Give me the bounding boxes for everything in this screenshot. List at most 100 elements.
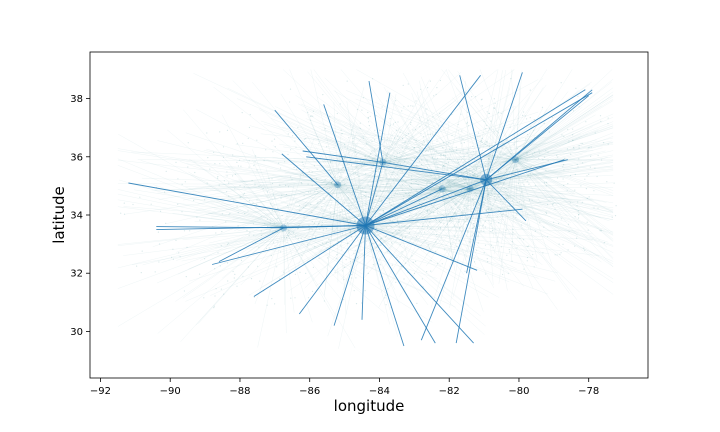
track-faint (324, 129, 443, 189)
track-point (280, 197, 282, 199)
track-faint (442, 188, 472, 220)
track-point (353, 290, 355, 292)
track-point (498, 222, 500, 224)
track-faint (486, 179, 614, 236)
track-faint (283, 227, 313, 323)
route-line (156, 226, 284, 229)
track-faint (398, 159, 516, 183)
track-point (336, 112, 338, 115)
track-faint (365, 136, 414, 226)
track-point (323, 300, 325, 302)
track-point (534, 136, 536, 138)
track-faint (283, 227, 470, 252)
track-faint (337, 184, 385, 204)
track-faint (452, 179, 487, 298)
track-faint (189, 162, 383, 190)
track-point (302, 164, 304, 166)
track-point (505, 188, 507, 190)
track-faint (312, 188, 471, 239)
track-faint (307, 71, 384, 163)
track-point (318, 257, 320, 259)
track-point (467, 231, 469, 233)
track-point (242, 194, 244, 196)
track-faint (351, 137, 471, 189)
track-point (545, 169, 547, 172)
track-point (374, 233, 376, 235)
track-point (247, 137, 249, 139)
x-tick-label: −90 (160, 386, 181, 397)
track-faint (398, 159, 516, 256)
track-point (350, 261, 352, 263)
track-point (311, 220, 313, 223)
track-point (386, 183, 388, 185)
track-point (470, 192, 473, 194)
track-point (274, 197, 276, 199)
track-point (361, 187, 363, 189)
track-point (348, 164, 350, 166)
track-point (489, 128, 491, 130)
track-point (348, 203, 350, 205)
track-point (506, 195, 508, 197)
track-point (491, 190, 493, 192)
track-point (521, 191, 523, 193)
track-point (487, 194, 489, 196)
track-faint (176, 227, 284, 261)
track-point (351, 277, 353, 279)
track-point (490, 244, 493, 246)
track-point (376, 230, 378, 232)
track-point (485, 210, 487, 212)
track-point (480, 140, 482, 143)
track-faint (486, 179, 610, 222)
track-point (527, 175, 529, 178)
track-point (396, 232, 398, 234)
track-point (348, 205, 350, 207)
track-point (421, 159, 423, 161)
track-faint (338, 162, 383, 201)
track-point (415, 213, 417, 215)
track-point (280, 167, 282, 169)
track-point (443, 165, 445, 167)
track-faint (283, 183, 295, 228)
track-point (492, 154, 494, 157)
track-point (276, 266, 278, 268)
track-point (367, 116, 369, 119)
track-point (594, 132, 596, 134)
track-point (472, 239, 474, 241)
track-point (373, 148, 376, 150)
track-faint (382, 140, 527, 163)
track-faint (515, 159, 614, 268)
track-point (407, 133, 410, 135)
track-faint (515, 159, 614, 242)
track-point (300, 237, 302, 239)
track-point (343, 143, 346, 145)
track-faint (313, 69, 384, 163)
track-point (375, 227, 378, 229)
track-point (177, 203, 179, 205)
track-point (576, 163, 578, 166)
track-point (344, 146, 346, 148)
track-point (380, 157, 382, 159)
track-faint (470, 188, 575, 192)
track-faint (117, 150, 338, 185)
track-point (228, 214, 230, 216)
track-point (342, 298, 344, 301)
track-point (479, 221, 481, 223)
track-faint (515, 120, 603, 160)
track-faint (387, 91, 487, 180)
track-faint (382, 162, 448, 200)
track-faint (430, 188, 471, 308)
hub-point (438, 185, 446, 193)
track-faint (380, 120, 487, 180)
track-faint (442, 90, 467, 189)
track-point (557, 156, 559, 158)
track-point (413, 147, 415, 149)
track-faint (486, 179, 491, 221)
track-faint (396, 158, 443, 189)
track-faint (342, 188, 471, 269)
track-point (534, 185, 537, 187)
track-point (345, 259, 347, 261)
track-point (132, 203, 134, 206)
track-faint (263, 123, 471, 189)
track-point (254, 184, 256, 186)
track-point (334, 271, 336, 273)
